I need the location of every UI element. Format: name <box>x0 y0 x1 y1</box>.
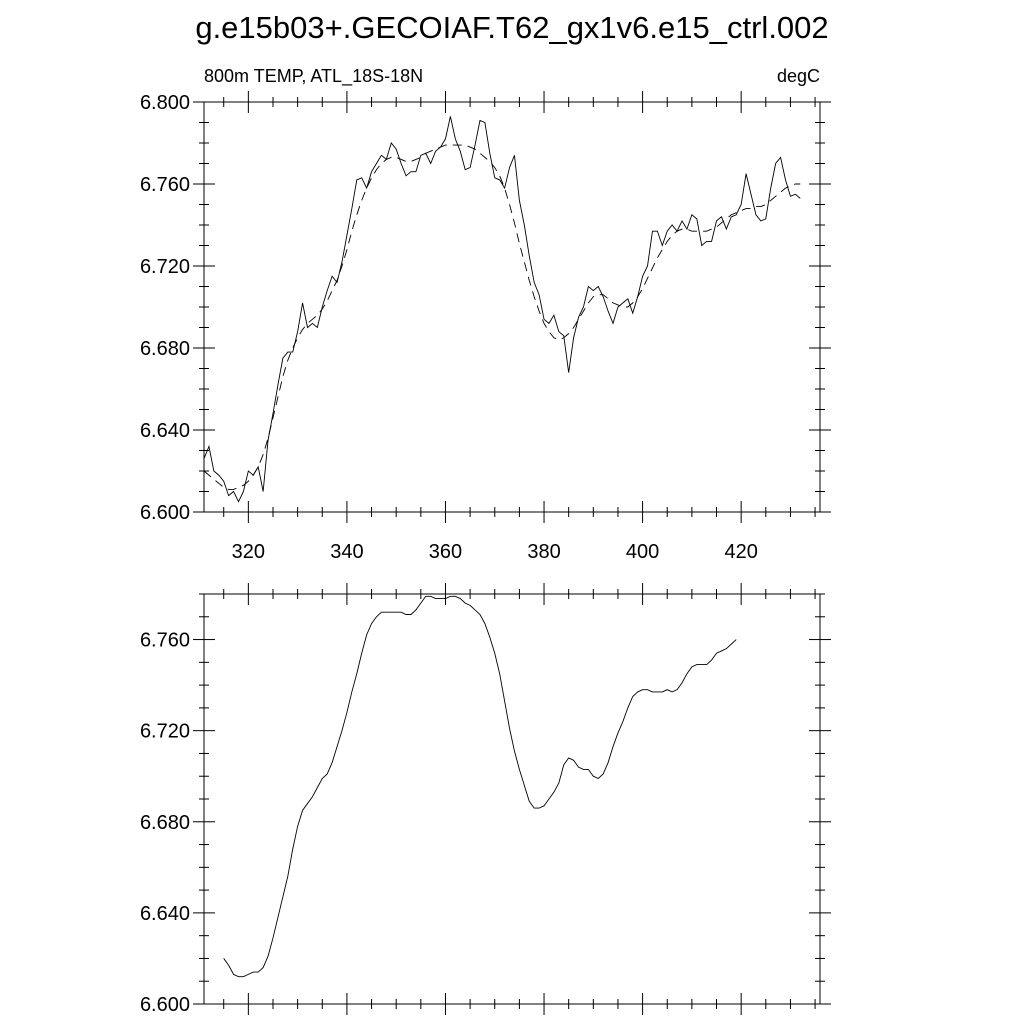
bottom-y-tick-label: 6.720 <box>140 721 190 743</box>
top-panel: 320 340 360 380 400 420 6.600 6.640 6.680 6.720 6.… <box>140 91 831 563</box>
top-x-tick-label: 420 <box>724 541 757 563</box>
bottom-series-solid-line <box>223 595 737 978</box>
bottom-y-tick-label: 6.680 <box>140 812 190 834</box>
bottom-y-tick-label: 6.640 <box>140 903 190 925</box>
top-y-tick-label: 6.640 <box>140 420 190 442</box>
top-x-tick-label: 320 <box>232 541 265 563</box>
top-panel-subtitle-left: 800m TEMP, ATL_18S-18N <box>204 66 423 87</box>
top-y-tick-label: 6.800 <box>140 92 190 114</box>
chart-title: g.e15b03+.GECOIAF.T62_gx1v6.e15_ctrl.002 <box>195 10 828 45</box>
top-x-tick-label: 360 <box>429 541 462 563</box>
bottom-y-tick-label: 6.760 <box>140 630 190 652</box>
top-y-tick-label: 6.720 <box>140 256 190 278</box>
top-series-dashed-line <box>203 144 801 490</box>
bottom-plot-frame <box>203 593 821 1005</box>
top-plot-frame <box>203 101 821 513</box>
bottom-panel: 6.600 6.640 6.680 6.720 6.760 <box>140 583 831 1016</box>
top-x-tick-label: 340 <box>330 541 363 563</box>
top-series-solid-line <box>203 116 801 503</box>
top-y-tick-label: 6.760 <box>140 174 190 196</box>
top-panel-subtitle-right: degC <box>777 66 820 86</box>
bottom-y-tick-label: 6.600 <box>140 994 190 1016</box>
top-y-tick-label: 6.600 <box>140 502 190 524</box>
top-y-tick-label: 6.680 <box>140 338 190 360</box>
top-x-tick-label: 400 <box>626 541 659 563</box>
top-x-tick-label: 380 <box>527 541 560 563</box>
